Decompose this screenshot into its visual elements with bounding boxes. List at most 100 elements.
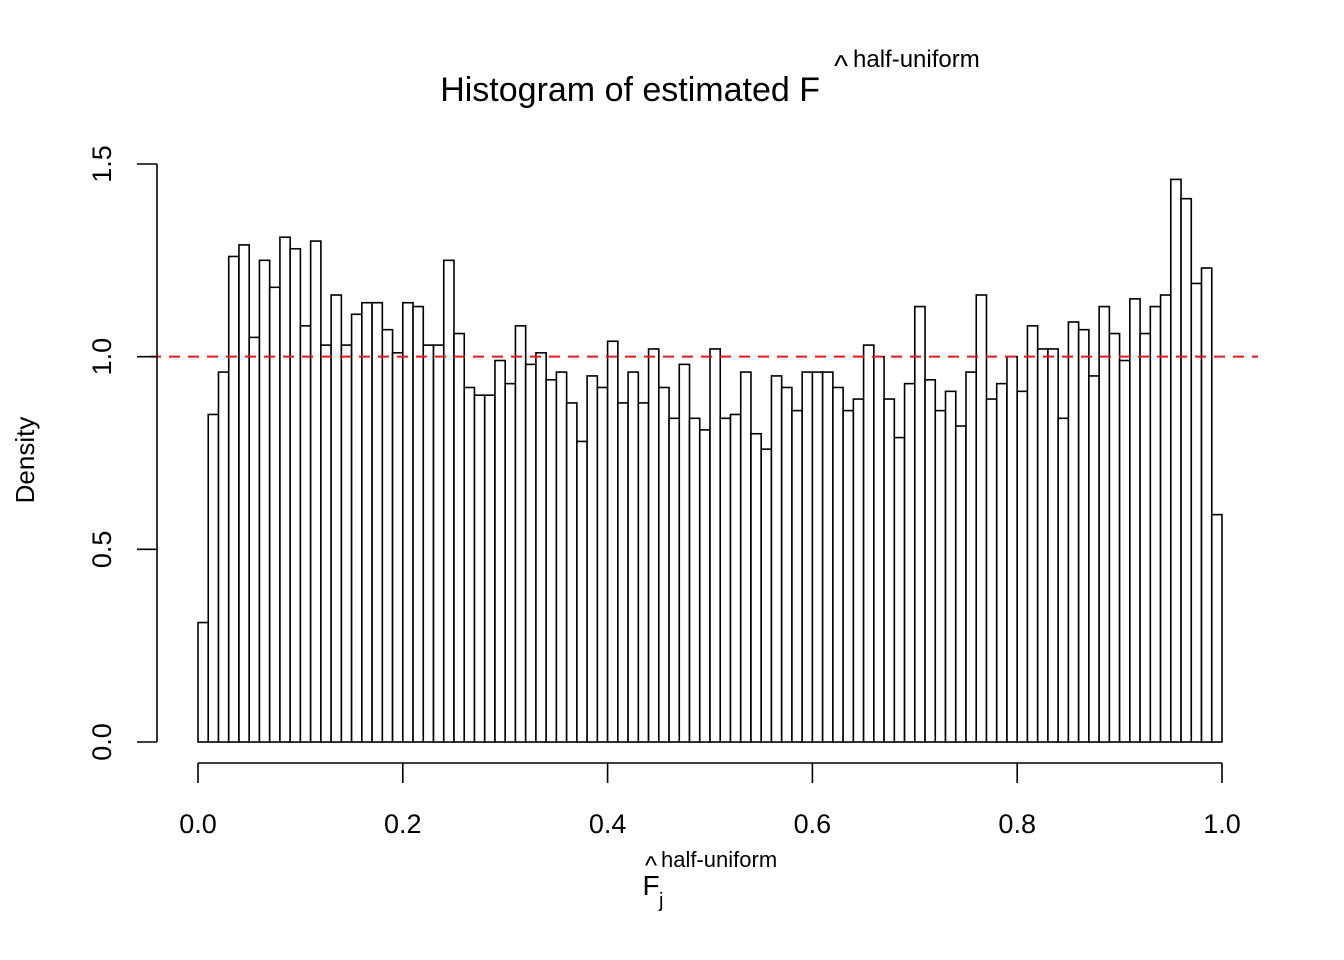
y-tick-label: 1.5 (87, 145, 117, 183)
histogram-bar (924, 378, 937, 743)
histogram-bar (729, 413, 742, 743)
histogram-bar (258, 259, 271, 743)
histogram-bar (985, 398, 998, 743)
histogram-bar (391, 352, 404, 743)
histogram-bar (657, 386, 670, 743)
histogram-bar (1047, 348, 1059, 743)
histogram-bar (238, 244, 251, 743)
histogram-bar (893, 436, 906, 743)
histogram-bar (1077, 328, 1090, 743)
histogram-bar (678, 363, 691, 743)
histogram-bar (606, 340, 619, 743)
histogram-bar (524, 363, 537, 743)
y-tick-label: 0.0 (87, 723, 117, 761)
histogram-bar (1006, 355, 1019, 743)
histogram-bar (453, 332, 466, 743)
x-tick-label: 1.0 (1203, 809, 1241, 839)
histogram-bar (279, 236, 291, 743)
histogram-bar (617, 402, 629, 743)
chart-title: Histogram of estimated F (440, 71, 820, 109)
histogram-bar (1149, 305, 1162, 743)
histogram-bar (719, 417, 732, 743)
histogram-bar (760, 448, 773, 743)
x-axis-label-hat: ^ (645, 850, 658, 880)
histogram-bar (821, 371, 834, 743)
histogram-bar (320, 344, 332, 743)
histogram-bar (780, 386, 793, 743)
histogram-bar (862, 344, 875, 743)
histogram-bar (1057, 417, 1070, 743)
y-tick-label: 0.5 (87, 531, 117, 569)
histogram-bar (412, 305, 425, 743)
histogram-bar (381, 328, 394, 743)
histogram-bar (535, 352, 547, 743)
histogram-bar (514, 325, 527, 743)
x-axis-label-subscript: j (658, 890, 663, 912)
histogram-bar (1180, 197, 1193, 743)
histogram-bar (227, 255, 240, 743)
histogram-bar (217, 371, 230, 743)
histogram-bar (1118, 359, 1131, 743)
x-axis-label: F (642, 870, 659, 901)
histogram-bar (668, 417, 681, 743)
histogram-bar (494, 359, 506, 743)
histogram-bar (995, 382, 1008, 743)
histogram-bar (1088, 375, 1100, 743)
histogram-bar (432, 344, 445, 743)
histogram-bar (637, 402, 650, 743)
histogram-bar (1139, 332, 1152, 743)
histogram-bar (268, 286, 281, 743)
histogram-bar (586, 375, 599, 743)
histogram-bar (739, 371, 752, 743)
histogram-bar (975, 294, 988, 743)
histogram-bar (791, 409, 803, 743)
x-tick-label: 0.6 (794, 809, 832, 839)
histogram-bar (1159, 294, 1172, 743)
histogram-bars (197, 178, 1223, 743)
y-axis-label: Density (10, 417, 40, 504)
histogram-bar (197, 621, 210, 743)
histogram-bar (954, 425, 967, 743)
histogram-bar (1170, 178, 1182, 743)
histogram-bar (903, 382, 916, 743)
histogram-bar (913, 305, 926, 743)
histogram-bar (483, 394, 496, 743)
histogram-bar (688, 417, 701, 743)
histogram-bar (248, 336, 261, 743)
histogram-bar (371, 301, 384, 743)
histogram-bar (883, 398, 896, 743)
histogram-bar (698, 429, 711, 743)
histogram-bar (422, 344, 435, 743)
histogram-bar (1016, 390, 1029, 743)
histogram-bar (207, 413, 220, 743)
x-tick-label: 0.0 (179, 809, 217, 839)
histogram-bar (545, 378, 558, 743)
histogram-bar (709, 348, 722, 743)
histogram-bar (965, 371, 978, 743)
histogram-bar (801, 371, 814, 743)
histogram-bar (463, 386, 476, 743)
histogram-bar (1200, 267, 1213, 743)
chart-title-group: Histogram of estimated F ^ half-uniform (440, 46, 980, 109)
histogram-bar (842, 409, 855, 743)
x-tick-label: 0.8 (998, 809, 1036, 839)
histogram-bar (1026, 325, 1039, 743)
histogram-bar (873, 355, 885, 743)
histogram-bar (576, 440, 588, 743)
histogram-bar (852, 398, 865, 743)
histogram-bar (289, 247, 302, 743)
histogram-bar (1036, 348, 1049, 743)
histogram-bar (811, 371, 824, 743)
histogram-bar (1108, 332, 1121, 743)
x-axis: 0.0 0.2 0.4 0.6 0.8 1.0 (179, 762, 1241, 839)
x-axis-label-superscript: half-uniform (661, 847, 777, 872)
histogram-bar (1129, 298, 1141, 743)
histogram-bar (1098, 305, 1111, 743)
histogram-bar (361, 301, 373, 743)
histogram-bar (596, 386, 609, 743)
x-tick-label: 0.2 (384, 809, 422, 839)
histogram-bar (1210, 513, 1223, 743)
histogram-bar (1190, 282, 1203, 743)
histogram-bar (442, 259, 455, 743)
